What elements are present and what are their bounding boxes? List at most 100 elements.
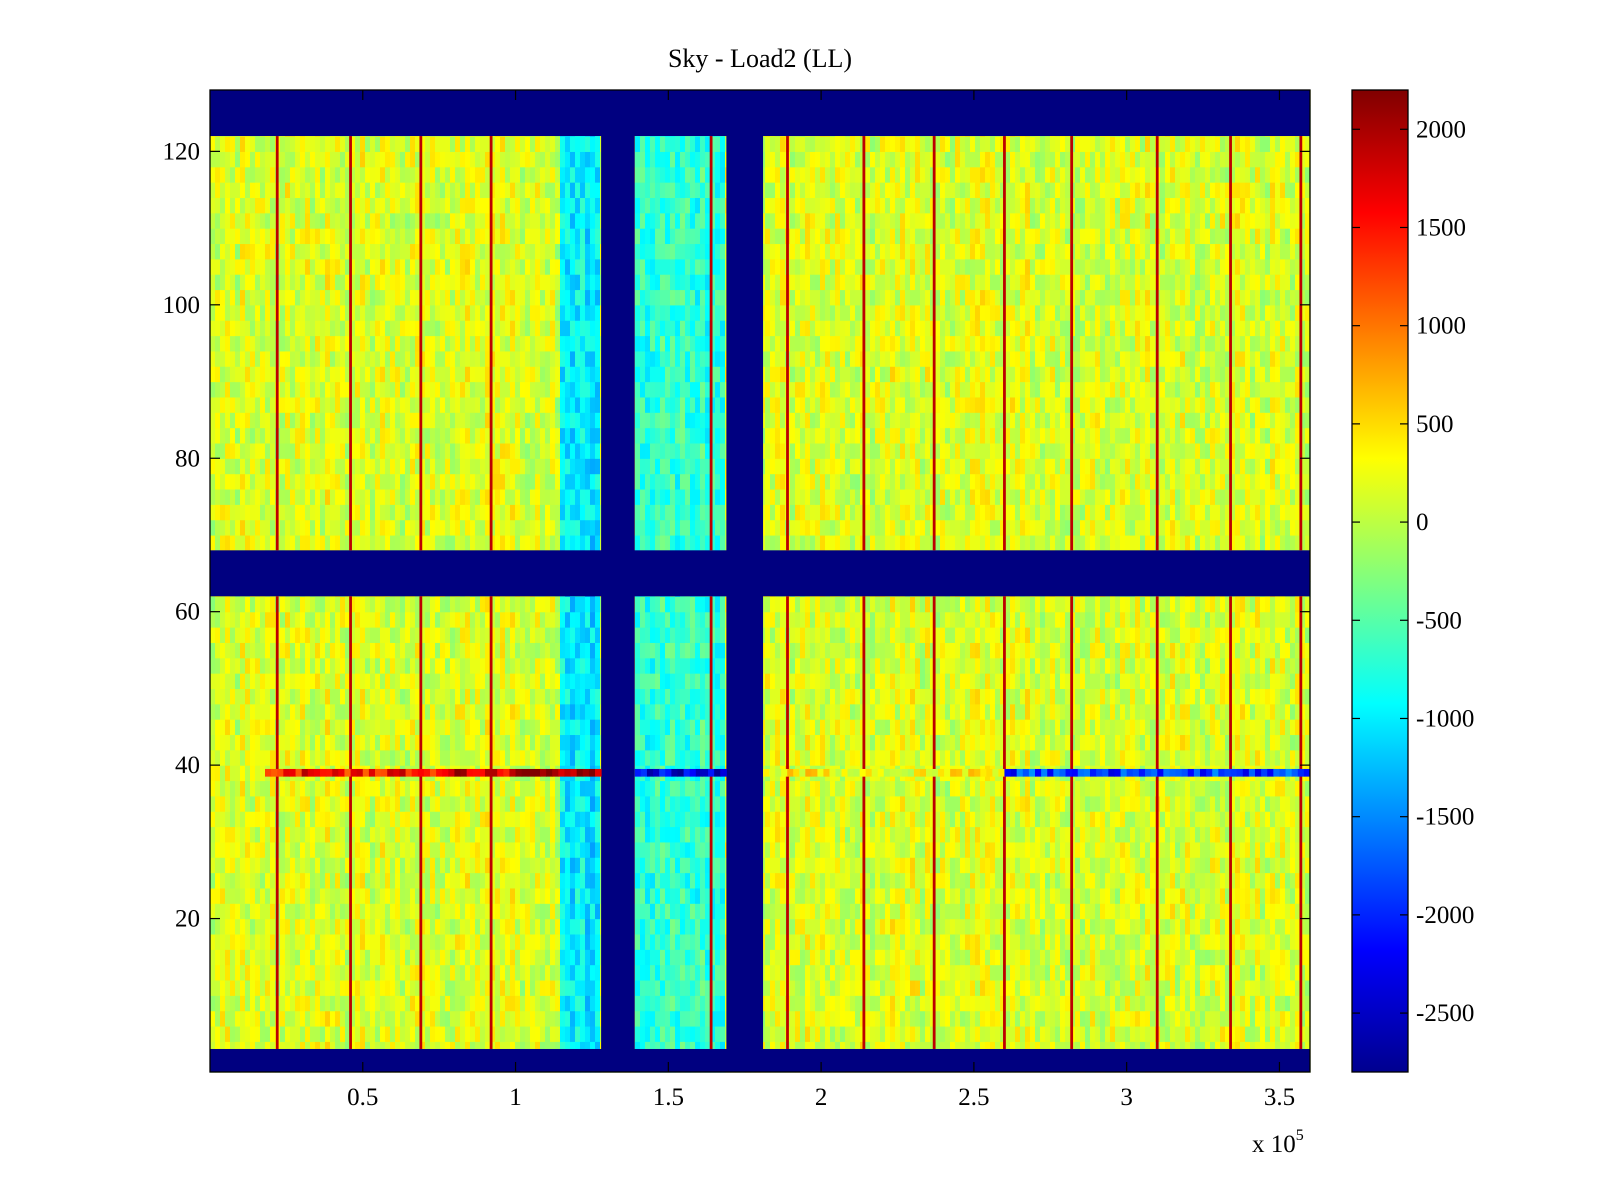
heatmap-cell: [305, 719, 311, 736]
heatmap-cell: [575, 857, 581, 874]
heatmap-cell: [425, 596, 431, 613]
heatmap-cell: [520, 243, 526, 260]
heatmap-cell: [325, 396, 331, 413]
heatmap-cell: [295, 335, 301, 352]
heatmap-cell: [425, 366, 431, 383]
heatmap-cell: [430, 688, 436, 705]
heatmap-cell: [505, 703, 511, 720]
heatmap-cell: [455, 688, 461, 705]
heatmap-cell: [485, 688, 491, 705]
heatmap-cell: [430, 504, 436, 521]
heatmap-cell: [400, 995, 406, 1012]
heatmap-cell: [530, 396, 536, 413]
heatmap-cell: [345, 320, 351, 337]
heatmap-cell: [290, 642, 296, 659]
heatmap-cell: [215, 504, 221, 521]
heatmap-cell: [385, 335, 391, 352]
heatmap-cell: [420, 458, 426, 475]
heatmap-cell: [450, 504, 456, 521]
heatmap-cell: [445, 473, 451, 490]
heatmap-cell: [230, 212, 236, 229]
heatmap-cell: [270, 872, 276, 889]
heatmap-cell: [335, 811, 341, 828]
heatmap-cell: [515, 212, 521, 229]
heatmap-cell: [575, 366, 581, 383]
heatmap-cell: [570, 734, 576, 751]
heatmap-cell: [300, 657, 306, 674]
heatmap-cell: [480, 289, 486, 306]
heatmap-cell: [570, 995, 576, 1012]
heatmap-cell: [325, 1025, 331, 1042]
heatmap-cell: [345, 734, 351, 751]
heatmap-cell: [500, 212, 506, 229]
heatmap-cell: [320, 995, 326, 1012]
heatmap-cell: [445, 381, 451, 398]
heatmap-cell: [210, 1010, 216, 1027]
heatmap-cell: [315, 734, 321, 751]
heatmap-cell: [495, 1010, 501, 1027]
heatmap-cell: [500, 995, 506, 1012]
heatmap-cell: [375, 427, 381, 444]
heatmap-cell: [360, 949, 366, 966]
heatmap-cell: [535, 642, 541, 659]
heatmap-cell: [485, 427, 491, 444]
heatmap-cell: [495, 979, 501, 996]
heatmap-cell: [435, 642, 441, 659]
heatmap-cell: [265, 627, 271, 643]
heatmap-cell: [240, 826, 246, 843]
heatmap-cell: [515, 611, 521, 628]
heatmap-cell: [430, 703, 436, 720]
heatmap-cell: [370, 458, 376, 475]
heatmap-cell: [285, 673, 291, 689]
heatmap-cell: [510, 903, 516, 920]
heatmap-cell: [345, 1010, 351, 1027]
heatmap-cell: [470, 396, 476, 413]
heatmap-cell: [475, 335, 481, 352]
heatmap-cell: [365, 826, 371, 843]
heatmap-cell: [440, 811, 446, 828]
heatmap-cell: [490, 719, 496, 736]
heatmap-cell: [240, 488, 246, 505]
heatmap-cell: [360, 1025, 366, 1042]
heatmap-cell: [340, 366, 346, 383]
heatmap-cell: [250, 488, 256, 505]
heatmap-cell: [210, 258, 216, 275]
heatmap-cell: [210, 519, 216, 536]
heatmap-cell: [215, 841, 221, 858]
heatmap-cell: [355, 949, 361, 966]
heatmap-cell: [260, 166, 266, 183]
heatmap-cell: [390, 795, 396, 812]
heatmap-cell: [590, 734, 596, 751]
heatmap-cell: [555, 688, 561, 705]
heatmap-cell: [440, 979, 446, 996]
heatmap-cell: [370, 979, 376, 996]
heatmap-cell: [490, 857, 496, 874]
heatmap-cell: [595, 596, 601, 613]
heatmap-cell: [570, 458, 576, 475]
heatmap-cell: [460, 473, 466, 490]
heatmap-cell: [540, 504, 546, 521]
heatmap-cell: [295, 136, 301, 152]
heatmap-cell: [565, 703, 571, 720]
heatmap-cell: [355, 918, 361, 935]
heatmap-cell: [385, 657, 391, 674]
heatmap-cell: [445, 228, 451, 245]
heatmap-cell: [215, 611, 221, 628]
heatmap-cell: [295, 488, 301, 505]
heatmap-cell: [260, 918, 266, 935]
heatmap-cell: [555, 719, 561, 736]
heatmap-cell: [290, 197, 296, 214]
heatmap-cell: [535, 811, 541, 828]
heatmap-cell: [425, 719, 431, 736]
heatmap-cell: [555, 350, 561, 367]
heatmap-cell: [400, 335, 406, 352]
heatmap-cell: [235, 212, 241, 229]
heatmap-cell: [545, 979, 551, 996]
heatmap-cell: [360, 642, 366, 659]
heatmap-cell: [350, 335, 356, 352]
heatmap-cell: [595, 289, 601, 306]
heatmap-cell: [540, 335, 546, 352]
heatmap-cell: [210, 918, 216, 935]
heatmap-cell: [550, 826, 556, 843]
heatmap-cell: [300, 795, 306, 812]
